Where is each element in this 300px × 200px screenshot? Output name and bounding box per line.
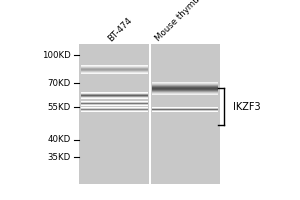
Text: 40KD: 40KD — [47, 136, 70, 144]
Text: 100KD: 100KD — [42, 50, 70, 60]
Text: BT-474: BT-474 — [106, 15, 134, 43]
Text: 35KD: 35KD — [47, 152, 70, 162]
Text: IKZF3: IKZF3 — [232, 102, 260, 112]
Text: Mouse thymus: Mouse thymus — [154, 0, 205, 43]
Text: 55KD: 55KD — [47, 102, 70, 112]
Text: 70KD: 70KD — [47, 78, 70, 88]
